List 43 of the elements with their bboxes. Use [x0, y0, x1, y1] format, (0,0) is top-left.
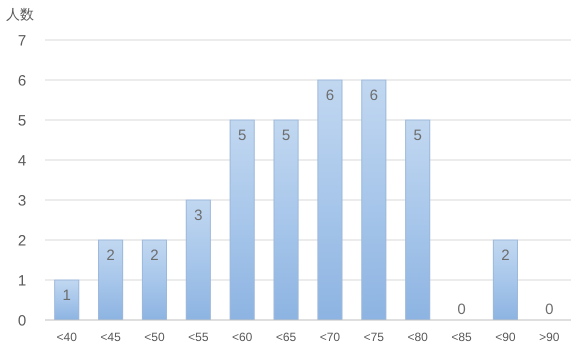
- x-tick-label: <60: [232, 330, 253, 344]
- data-label: 1: [62, 287, 71, 304]
- bar: [405, 120, 430, 320]
- data-label: 6: [370, 87, 378, 104]
- data-label: 2: [106, 247, 115, 264]
- bar: [230, 120, 255, 320]
- x-tick-label: <75: [364, 330, 384, 344]
- y-tick-label: 6: [18, 72, 26, 90]
- x-tick-label: <70: [320, 330, 340, 344]
- y-tick-label: 2: [18, 232, 26, 250]
- y-tick-label: 4: [18, 152, 26, 170]
- x-tick-label: >90: [539, 330, 560, 344]
- bar: [142, 240, 168, 320]
- y-axis-title: 人数: [6, 6, 34, 22]
- x-tick-label: <45: [100, 330, 122, 344]
- data-label: 2: [150, 247, 159, 264]
- y-tick-label: 3: [18, 192, 26, 210]
- y-tick-label: 1: [18, 272, 26, 290]
- bar: [186, 200, 211, 320]
- bar: [361, 80, 386, 320]
- data-label: 6: [326, 87, 334, 104]
- x-tick-label: <90: [495, 330, 516, 344]
- x-tick-label: <65: [276, 330, 297, 344]
- bar: [492, 240, 518, 320]
- data-label: 0: [545, 301, 554, 318]
- y-tick-label: 7: [18, 32, 26, 50]
- data-label: 2: [501, 247, 510, 264]
- x-tick-label: <40: [56, 330, 78, 344]
- bar: [98, 240, 124, 320]
- bar: [317, 80, 342, 320]
- x-tick-label: <55: [188, 330, 209, 344]
- data-label: 5: [414, 127, 422, 144]
- data-label: 5: [238, 127, 246, 144]
- x-tick-label: <80: [407, 330, 428, 344]
- bar: [54, 280, 80, 320]
- x-tick-label: <85: [451, 330, 472, 344]
- data-label: 3: [194, 207, 202, 224]
- bar: [274, 120, 299, 320]
- y-tick-label: 5: [18, 112, 26, 130]
- y-tick-label: 0: [18, 312, 26, 330]
- data-label: 5: [282, 127, 290, 144]
- x-tick-label: <50: [144, 330, 165, 344]
- data-label: 0: [457, 301, 466, 318]
